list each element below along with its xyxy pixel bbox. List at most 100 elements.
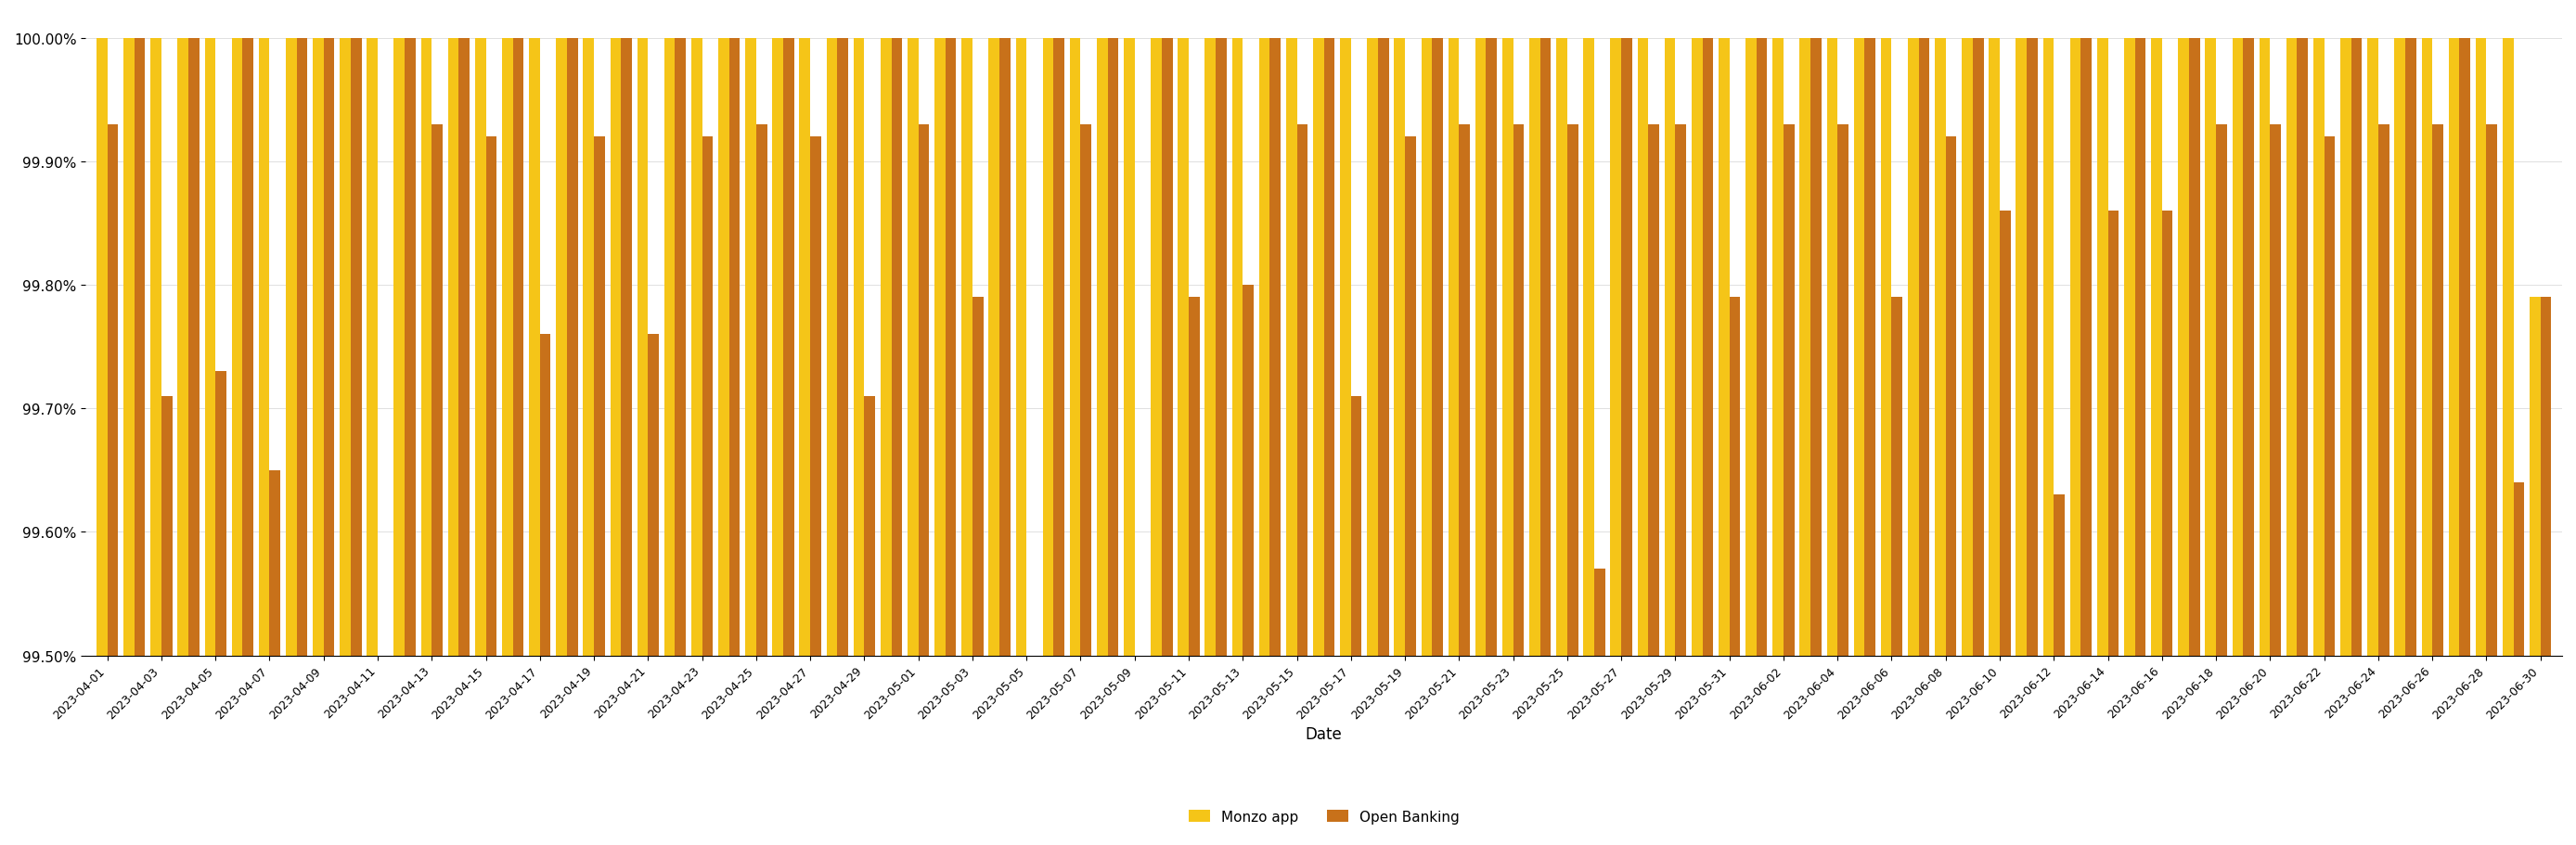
Bar — [296, 39, 307, 656]
Bar — [2460, 39, 2470, 656]
Bar — [989, 39, 999, 656]
Bar — [556, 39, 567, 656]
Bar — [2097, 39, 2107, 656]
Bar — [420, 39, 433, 656]
Bar — [999, 39, 1010, 656]
Bar — [1909, 39, 1919, 656]
Bar — [1556, 39, 1566, 656]
Bar — [1989, 39, 1999, 656]
Bar — [690, 39, 703, 656]
Bar — [2233, 39, 2244, 656]
Bar — [665, 39, 675, 656]
Bar — [636, 39, 649, 656]
Bar — [2396, 39, 2406, 656]
Bar — [621, 39, 631, 656]
Bar — [757, 125, 768, 656]
Bar — [1718, 39, 1728, 656]
Bar — [1692, 39, 1703, 656]
Bar — [2486, 125, 2496, 656]
Bar — [528, 39, 541, 656]
Bar — [1747, 39, 1757, 656]
Bar — [1216, 39, 1226, 656]
Bar — [1595, 570, 1605, 656]
Bar — [188, 39, 198, 656]
Bar — [1177, 39, 1188, 656]
Bar — [2540, 297, 2550, 656]
Bar — [1448, 39, 1458, 656]
Bar — [2259, 39, 2269, 656]
Bar — [1837, 125, 1850, 656]
Bar — [2179, 39, 2190, 656]
Bar — [474, 39, 487, 656]
Bar — [108, 125, 118, 656]
Bar — [2504, 39, 2514, 656]
Bar — [178, 39, 188, 656]
Bar — [945, 39, 956, 656]
Bar — [270, 471, 281, 656]
Bar — [783, 39, 793, 656]
Bar — [1350, 396, 1363, 656]
Bar — [891, 39, 902, 656]
Bar — [827, 39, 837, 656]
Bar — [1649, 125, 1659, 656]
Bar — [1963, 39, 1973, 656]
Bar — [1512, 125, 1525, 656]
Bar — [1584, 39, 1595, 656]
Bar — [773, 39, 783, 656]
Bar — [2514, 482, 2524, 656]
Bar — [1855, 39, 1865, 656]
Bar — [2378, 125, 2388, 656]
Bar — [1133, 656, 1146, 742]
Bar — [2205, 39, 2215, 656]
Bar — [2352, 39, 2362, 656]
Bar — [2287, 39, 2298, 656]
Bar — [2081, 39, 2092, 656]
Bar — [611, 39, 621, 656]
Bar — [513, 39, 523, 656]
Bar — [2053, 495, 2063, 656]
Bar — [1422, 39, 1432, 656]
Bar — [1811, 39, 1821, 656]
Bar — [1945, 137, 1958, 656]
Bar — [448, 39, 459, 656]
Bar — [286, 39, 296, 656]
Bar — [2244, 39, 2254, 656]
Bar — [366, 39, 379, 656]
Bar — [162, 396, 173, 656]
Bar — [1610, 39, 1620, 656]
Bar — [1865, 39, 1875, 656]
Bar — [1973, 39, 1984, 656]
Bar — [1502, 39, 1512, 656]
Bar — [2151, 39, 2161, 656]
Bar — [1242, 286, 1255, 656]
Bar — [1285, 39, 1296, 656]
Bar — [853, 39, 866, 656]
Bar — [1108, 39, 1118, 656]
Bar — [2476, 39, 2486, 656]
Bar — [582, 39, 595, 656]
Bar — [95, 39, 108, 656]
Bar — [1054, 39, 1064, 656]
Bar — [799, 39, 811, 656]
Bar — [649, 335, 659, 656]
Bar — [1919, 39, 1929, 656]
Bar — [1324, 39, 1334, 656]
Bar — [404, 39, 415, 656]
Bar — [2313, 39, 2324, 656]
Bar — [1728, 297, 1741, 656]
Bar — [487, 137, 497, 656]
Bar — [1880, 39, 1891, 656]
Bar — [433, 125, 443, 656]
Bar — [2450, 39, 2460, 656]
Bar — [961, 39, 971, 656]
Bar — [1123, 39, 1133, 656]
Bar — [881, 39, 891, 656]
Bar — [729, 39, 739, 656]
Bar — [2161, 211, 2172, 656]
Bar — [1664, 39, 1674, 656]
Bar — [2406, 39, 2416, 656]
Bar — [1270, 39, 1280, 656]
Bar — [567, 39, 577, 656]
Bar — [1801, 39, 1811, 656]
Bar — [204, 39, 216, 656]
